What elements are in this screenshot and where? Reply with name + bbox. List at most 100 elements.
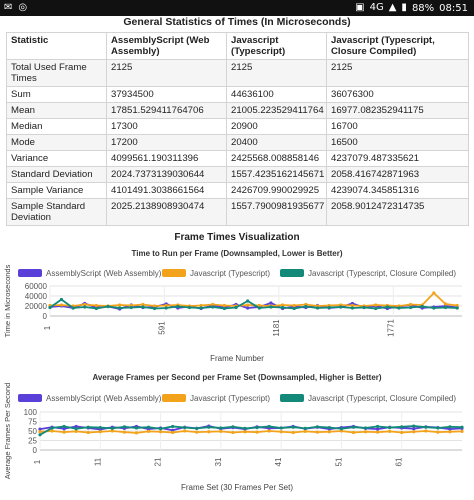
legend-swatch bbox=[280, 269, 304, 277]
whatsapp-icon: ◎ bbox=[18, 2, 28, 13]
data-point bbox=[376, 430, 380, 434]
table-row: Total Used Frame Times 2125 2125 2125 bbox=[6, 59, 469, 87]
table-row: Sum 37934500 44636100 36076300 bbox=[6, 86, 469, 103]
data-point bbox=[374, 303, 378, 307]
table-cell: 20400 bbox=[226, 134, 327, 151]
legend-swatch bbox=[162, 269, 186, 277]
data-point bbox=[436, 430, 440, 434]
data-point bbox=[443, 302, 448, 306]
header-statistic: Statistic bbox=[6, 32, 107, 60]
chart-title: Average Frames per Second per Frame Set … bbox=[92, 373, 381, 382]
data-point bbox=[83, 302, 87, 307]
table-cell: 16700 bbox=[326, 118, 469, 135]
data-point bbox=[448, 425, 452, 429]
data-point bbox=[243, 426, 247, 430]
data-point bbox=[339, 427, 344, 431]
data-point bbox=[48, 305, 52, 310]
data-point bbox=[388, 425, 392, 430]
data-point bbox=[158, 427, 163, 431]
table-cell: 2024.7373139030644 bbox=[106, 166, 227, 183]
data-point bbox=[443, 305, 448, 310]
frame-time-chart: Time to Run per Frame (Downsampled, Lowe… bbox=[3, 249, 462, 363]
table-cell: 2058.416742871963 bbox=[326, 166, 469, 183]
data-point bbox=[86, 430, 90, 435]
data-point bbox=[146, 425, 151, 429]
chart-title: Time to Run per Frame (Downsampled, Lowe… bbox=[132, 249, 343, 258]
data-point bbox=[279, 426, 283, 430]
data-point bbox=[83, 305, 87, 309]
table-row: Mode 17200 20400 16500 bbox=[6, 134, 469, 151]
data-point bbox=[222, 303, 226, 308]
table-cell: 2426709.990029925 bbox=[226, 182, 327, 199]
data-point bbox=[420, 304, 424, 309]
data-point bbox=[432, 306, 436, 310]
data-point bbox=[455, 303, 459, 308]
legend-label: AssemblyScript (Web Assembly) bbox=[46, 269, 162, 278]
x-tick-label: 1771 bbox=[386, 319, 395, 337]
data-point bbox=[141, 302, 145, 307]
data-point bbox=[183, 425, 187, 430]
y-tick-label: 25 bbox=[28, 437, 37, 446]
data-point bbox=[397, 306, 401, 310]
table-cell: 1557.7900981935677 bbox=[226, 198, 327, 226]
data-point bbox=[152, 306, 157, 311]
table-cell: 4101491.3038661564 bbox=[106, 182, 227, 199]
data-point bbox=[412, 424, 416, 428]
data-point bbox=[246, 303, 250, 307]
data-point bbox=[255, 425, 259, 430]
data-point bbox=[315, 425, 319, 429]
data-point bbox=[231, 430, 235, 435]
data-point bbox=[460, 425, 464, 429]
table-row: Standard Deviation 2024.7373139030644 1557… bbox=[6, 166, 469, 183]
row-label: Mode bbox=[6, 134, 107, 151]
data-point bbox=[86, 425, 90, 429]
table-cell: 2125 bbox=[106, 59, 227, 87]
data-point bbox=[110, 429, 114, 433]
data-point bbox=[408, 302, 413, 307]
data-point bbox=[292, 303, 296, 308]
data-point bbox=[246, 306, 250, 310]
statistics-table: Statistic AssemblyScript (Web Assembly) … bbox=[6, 32, 469, 226]
data-point bbox=[269, 305, 273, 309]
row-label: Total Used Frame Times bbox=[6, 59, 107, 87]
data-point bbox=[195, 426, 199, 430]
data-point bbox=[269, 301, 273, 305]
visualization-title: Frame Times Visualization bbox=[174, 232, 300, 243]
data-point bbox=[350, 306, 355, 310]
data-point bbox=[291, 430, 295, 435]
data-point bbox=[59, 297, 64, 302]
data-point bbox=[448, 430, 452, 434]
legend-swatch bbox=[162, 394, 186, 402]
data-point bbox=[94, 303, 98, 308]
data-point bbox=[110, 426, 114, 430]
signal-icon: ▲ bbox=[388, 2, 397, 13]
legend-swatch bbox=[18, 394, 42, 402]
data-point bbox=[351, 425, 356, 429]
data-point bbox=[315, 306, 320, 310]
data-point bbox=[267, 424, 271, 429]
battery-percent: 88% bbox=[411, 2, 435, 14]
table-header-row: Statistic AssemblyScript (Web Assembly) … bbox=[6, 32, 469, 60]
x-tick-label: 31 bbox=[214, 457, 223, 466]
data-point bbox=[134, 431, 139, 435]
data-point bbox=[455, 306, 459, 310]
table-cell: 4237079.487335621 bbox=[326, 150, 469, 167]
table-cell: 2125 bbox=[326, 59, 469, 87]
data-point bbox=[199, 306, 203, 310]
data-point bbox=[257, 303, 261, 308]
data-point bbox=[164, 303, 168, 308]
data-point bbox=[74, 427, 78, 431]
data-point bbox=[171, 424, 175, 429]
data-point bbox=[146, 429, 151, 433]
data-point bbox=[280, 305, 285, 310]
table-cell: 37934500 bbox=[106, 86, 227, 103]
battery-icon: ▮ bbox=[401, 2, 407, 13]
header-typescript: Javascript (Typescript) bbox=[226, 32, 327, 60]
y-tick-label: 20000 bbox=[25, 302, 48, 311]
data-point bbox=[304, 304, 308, 309]
x-tick-label: 1181 bbox=[272, 319, 281, 337]
row-label: Sum bbox=[6, 86, 107, 103]
table-cell: 20900 bbox=[226, 118, 327, 135]
legend-swatch bbox=[280, 394, 304, 402]
x-tick-label: 21 bbox=[154, 457, 163, 466]
